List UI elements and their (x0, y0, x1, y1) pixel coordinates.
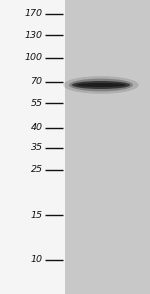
Text: 40: 40 (30, 123, 42, 133)
Text: 130: 130 (24, 31, 42, 39)
Text: 170: 170 (24, 9, 42, 19)
Ellipse shape (69, 78, 133, 91)
Text: 55: 55 (30, 98, 42, 108)
Ellipse shape (63, 76, 139, 94)
Text: 25: 25 (30, 166, 42, 175)
Text: 10: 10 (30, 255, 42, 265)
Ellipse shape (76, 83, 126, 87)
Ellipse shape (72, 81, 130, 89)
Text: 15: 15 (30, 211, 42, 220)
Text: 35: 35 (30, 143, 42, 153)
Bar (0, 0, 64, 294)
Text: 70: 70 (30, 78, 42, 86)
Text: 100: 100 (24, 54, 42, 63)
